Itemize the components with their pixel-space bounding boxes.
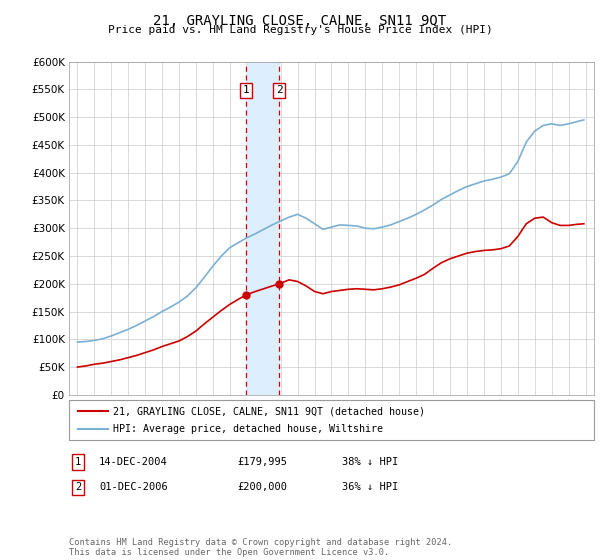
Text: 14-DEC-2004: 14-DEC-2004 xyxy=(99,457,168,467)
Text: 21, GRAYLING CLOSE, CALNE, SN11 9QT (detached house): 21, GRAYLING CLOSE, CALNE, SN11 9QT (det… xyxy=(113,407,425,417)
Text: 1: 1 xyxy=(243,86,250,95)
Text: Price paid vs. HM Land Registry's House Price Index (HPI): Price paid vs. HM Land Registry's House … xyxy=(107,25,493,35)
Text: 1: 1 xyxy=(75,457,81,467)
Text: 21, GRAYLING CLOSE, CALNE, SN11 9QT: 21, GRAYLING CLOSE, CALNE, SN11 9QT xyxy=(154,14,446,28)
Text: £200,000: £200,000 xyxy=(237,482,287,492)
Text: Contains HM Land Registry data © Crown copyright and database right 2024.
This d: Contains HM Land Registry data © Crown c… xyxy=(69,538,452,557)
Text: 2: 2 xyxy=(75,482,81,492)
Text: HPI: Average price, detached house, Wiltshire: HPI: Average price, detached house, Wilt… xyxy=(113,423,383,433)
Text: £179,995: £179,995 xyxy=(237,457,287,467)
Text: 36% ↓ HPI: 36% ↓ HPI xyxy=(342,482,398,492)
Text: 38% ↓ HPI: 38% ↓ HPI xyxy=(342,457,398,467)
Text: 01-DEC-2006: 01-DEC-2006 xyxy=(99,482,168,492)
Text: 2: 2 xyxy=(276,86,283,95)
Bar xyxy=(246,62,279,395)
